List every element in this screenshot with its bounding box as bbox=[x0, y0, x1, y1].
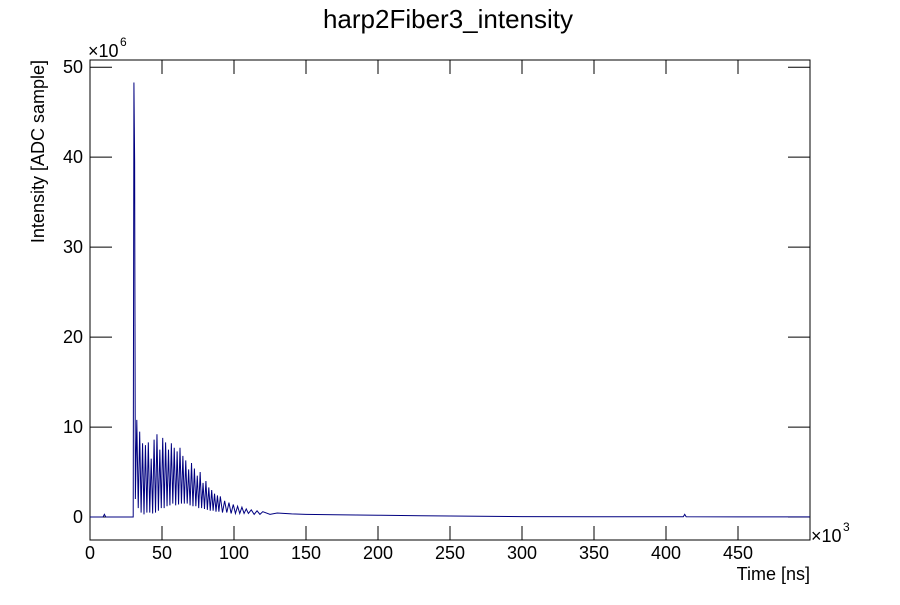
y-tick-label: 10 bbox=[63, 417, 83, 437]
x-tick-label: 150 bbox=[291, 543, 321, 563]
x-tick-label: 0 bbox=[85, 543, 95, 563]
data-line bbox=[90, 82, 810, 518]
x-tick-label: 350 bbox=[579, 543, 609, 563]
x-tick-label: 400 bbox=[651, 543, 681, 563]
y-scale-power: 6 bbox=[120, 35, 127, 49]
y-scale-base: ×10 bbox=[88, 41, 119, 61]
x-axis-label: Time [ns] bbox=[737, 564, 810, 584]
y-tick-label: 30 bbox=[63, 237, 83, 257]
y-tick-label: 0 bbox=[73, 507, 83, 527]
y-tick-label: 20 bbox=[63, 327, 83, 347]
y-tick-label: 40 bbox=[63, 147, 83, 167]
chart-title: harp2Fiber3_intensity bbox=[323, 4, 573, 34]
y-axis-label: Intensity [ADC sample] bbox=[28, 60, 48, 243]
x-tick-label: 450 bbox=[723, 543, 753, 563]
x-tick-label: 50 bbox=[152, 543, 172, 563]
x-tick-label: 300 bbox=[507, 543, 537, 563]
x-tick-label: 100 bbox=[219, 543, 249, 563]
y-tick-label: 50 bbox=[63, 57, 83, 77]
x-tick-label: 250 bbox=[435, 543, 465, 563]
x-tick-label: 200 bbox=[363, 543, 393, 563]
x-scale-power: 3 bbox=[843, 520, 850, 534]
x-scale-base: ×10 bbox=[811, 526, 842, 546]
